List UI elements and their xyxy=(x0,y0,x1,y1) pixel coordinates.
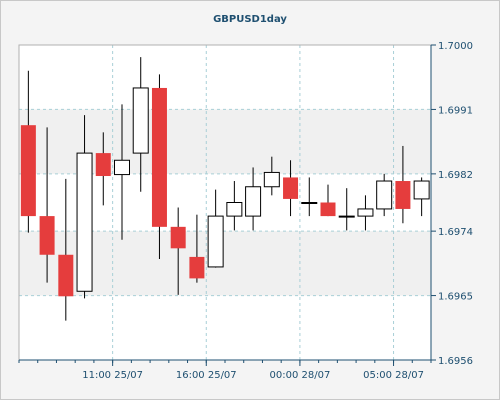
y-tick-label: 1.6965 xyxy=(438,292,473,303)
candle-body-up xyxy=(413,180,430,200)
x-tick-label: 00:00 28/07 xyxy=(269,370,330,381)
candle-body-down xyxy=(283,177,299,199)
x-tick-label: 16:00 25/07 xyxy=(176,370,237,381)
candle-body-down xyxy=(39,216,55,255)
candle-body-up xyxy=(338,215,355,218)
candle-body-up xyxy=(263,171,280,188)
candle-body-up xyxy=(114,159,130,176)
x-tick-label: 05:00 28/07 xyxy=(363,370,424,381)
y-tick-label: 1.6956 xyxy=(438,356,473,367)
plot-band xyxy=(19,295,431,360)
y-tick-label: 1.6974 xyxy=(438,227,473,238)
candle-body-up xyxy=(245,186,262,217)
candle-body-up xyxy=(76,152,93,292)
candle-body-down xyxy=(151,87,167,227)
candle-body-up xyxy=(376,180,393,210)
plot-band xyxy=(19,45,431,110)
candle-body-down xyxy=(58,254,74,297)
candle-body-up xyxy=(301,202,318,204)
candle-body-down xyxy=(20,125,36,217)
x-tick-label: 11:00 25/07 xyxy=(82,370,143,381)
chart-title: GBPUSD1day xyxy=(213,14,287,25)
y-tick-label: 1.6991 xyxy=(438,105,473,116)
candle-body-down xyxy=(170,226,186,249)
candle-body-up xyxy=(357,208,374,217)
candle-body-up xyxy=(207,215,224,268)
candle-body-down xyxy=(320,202,336,217)
candle-body-down xyxy=(95,153,111,177)
candle-body-down xyxy=(395,181,411,209)
y-tick-label: 1.7000 xyxy=(438,41,473,52)
candle-body-up xyxy=(132,87,149,154)
candle-body-up xyxy=(226,202,243,217)
y-tick-label: 1.6982 xyxy=(438,170,473,181)
plot-area: 1.7000 1.6991 1.6982 1.6974 1.6965 1.6956 11:0… xyxy=(18,41,473,381)
candle-body-down xyxy=(189,256,205,279)
